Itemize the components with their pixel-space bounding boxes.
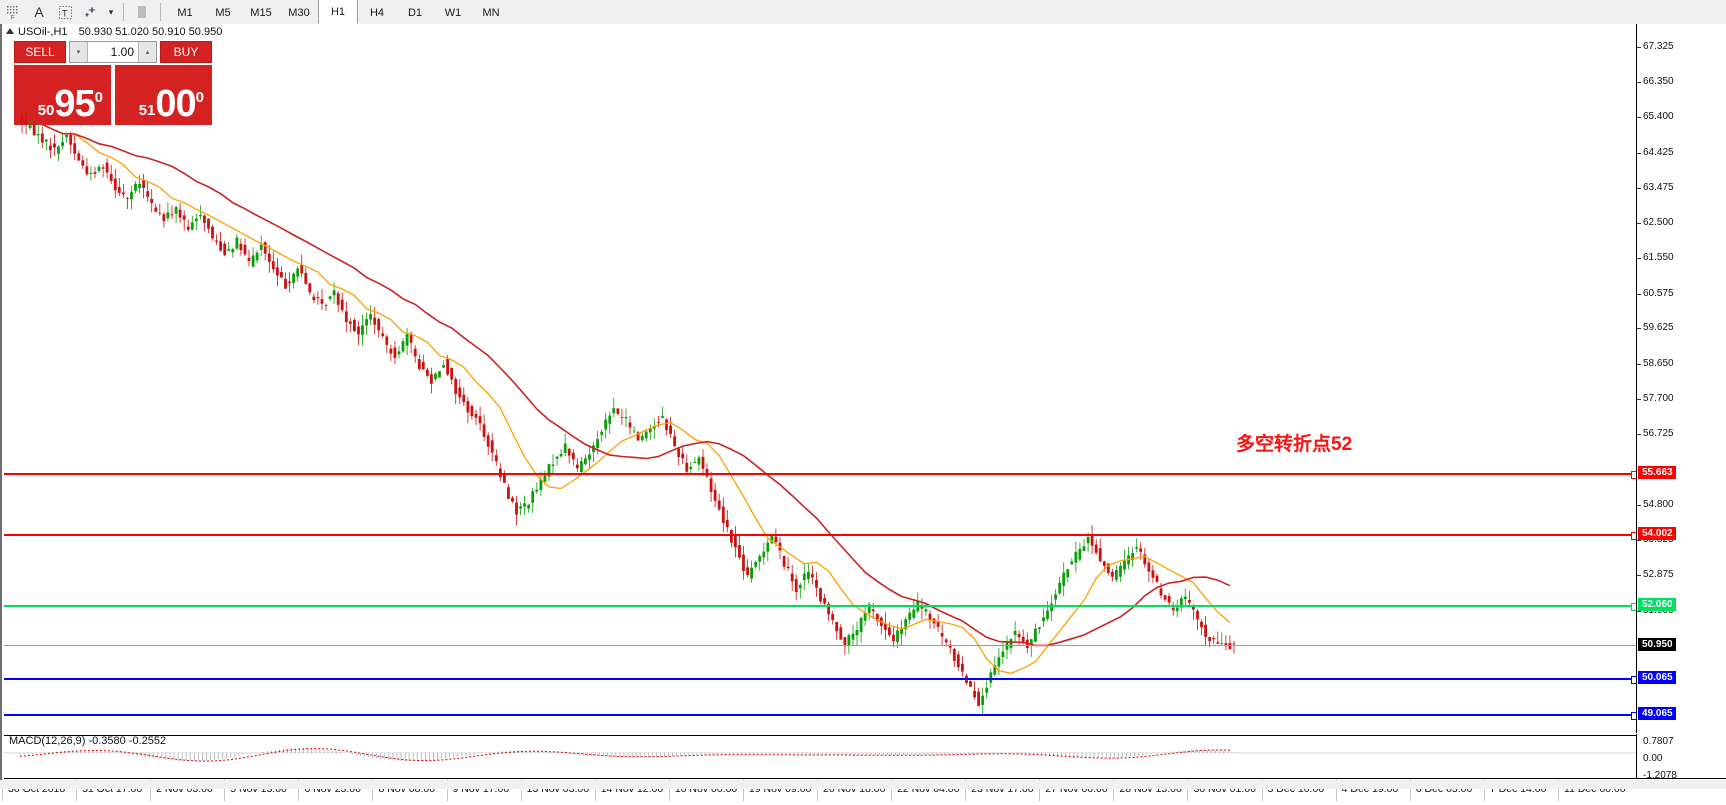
objects-icon[interactable] [78, 2, 104, 22]
timeframe-h4[interactable]: H4 [369, 7, 385, 19]
buy-button[interactable]: BUY [160, 41, 212, 63]
macd-tick: 0.00 [1643, 753, 1663, 764]
chart-annotation-text: 多空转折点52 [1236, 434, 1353, 455]
timeframe-m15[interactable]: M15 [250, 7, 272, 19]
macd-tick: 0.7807 [1643, 736, 1674, 747]
price-tick: 65.400 [1637, 111, 1674, 122]
svg-text:F: F [11, 15, 15, 20]
text-box-icon[interactable]: T [52, 2, 78, 22]
timeframe-m30[interactable]: M30 [288, 7, 310, 19]
timeframe-d1[interactable]: D1 [407, 7, 423, 19]
sell-price-box[interactable]: 50 95 0 [14, 65, 111, 125]
sell-price-fraction: 0 [94, 89, 103, 106]
sell-button[interactable]: SELL [14, 41, 66, 63]
price-tick: 66.350 [1637, 76, 1674, 87]
price-tick: 58.650 [1637, 358, 1674, 369]
buy-price-prefix: 51 [138, 102, 156, 119]
price-tick: 61.550 [1637, 252, 1674, 263]
timeframe-m1[interactable]: M1 [177, 7, 193, 19]
buy-price-box[interactable]: 51 00 0 [115, 65, 212, 125]
symbol-ohlc: 50.930 51.020 50.910 50.950 [78, 26, 223, 38]
price-axis[interactable]: 67.325 66.350 65.400 64.425 63.475 62.500 61.5… [1636, 24, 1726, 733]
current-price-tag: 50.950 [1638, 638, 1676, 652]
price-tick: 62.500 [1637, 217, 1674, 228]
price-tag-pivot-52060: 52.060 [1638, 597, 1676, 611]
collapse-triangle-icon[interactable] [6, 28, 14, 34]
macd-label: MACD(12,26,9) -0.3580 -0.2552 [9, 735, 167, 747]
current-price-line [4, 645, 1636, 647]
volume-field[interactable]: ▾ 1.00 ▴ [69, 41, 157, 63]
price-tick: 52.875 [1637, 569, 1674, 580]
timeframe-mn[interactable]: MN [482, 7, 500, 19]
sell-price-main: 95 [54, 83, 95, 125]
one-click-trade-panel[interactable]: SELL ▾ 1.00 ▴ BUY 50 95 0 [14, 41, 212, 126]
toolbar-divider-2 [160, 3, 161, 21]
macd-histogram [4, 748, 1636, 762]
buy-price-main: 00 [155, 83, 196, 125]
price-tag-support-50065: 50.065 [1638, 670, 1676, 684]
chart-container[interactable]: USOil-,H1 50.930 51.020 50.910 50.950 SE… [0, 24, 1726, 805]
text-label-icon[interactable]: A [34, 4, 44, 20]
macd-axis[interactable]: 0.7807 0.00 -1.2078 [1636, 734, 1726, 781]
level-line-resistance-55663[interactable] [4, 471, 1636, 480]
dropdown-arrow-icon[interactable]: ▾ [108, 6, 114, 17]
price-tick: 59.625 [1637, 322, 1674, 333]
level-line-resistance-54002[interactable] [4, 531, 1636, 540]
toolbar-divider [123, 3, 124, 21]
sell-price-prefix: 50 [37, 102, 55, 119]
buy-price-fraction: 0 [195, 89, 204, 106]
level-line-support-49065[interactable] [4, 712, 1636, 721]
trade-quotes-row: 50 95 0 51 00 0 [14, 65, 212, 125]
volume-increment-icon[interactable]: ▴ [138, 42, 156, 62]
trade-controls-row: SELL ▾ 1.00 ▴ BUY [14, 41, 212, 63]
price-plot-area[interactable]: 多空转折点52 [4, 24, 1636, 733]
price-tick: 57.700 [1637, 393, 1674, 404]
timeframe-group: M1 M5 M15 M30 H1 H4 D1 W1 MN [166, 0, 510, 24]
svg-text:T: T [62, 8, 68, 18]
price-tag-resistance-55663: 55.663 [1638, 466, 1676, 480]
macd-tick: -1.2078 [1643, 770, 1677, 781]
symbol-name: USOil-,H1 [18, 26, 68, 38]
level-line-support-50065[interactable] [4, 675, 1636, 684]
price-tick: 67.325 [1637, 41, 1674, 52]
price-tick: 56.725 [1637, 428, 1674, 439]
price-tag-support-49065: 49.065 [1638, 707, 1676, 721]
crosshair-f-icon[interactable]: F [0, 2, 26, 22]
timeframe-w1[interactable]: W1 [444, 7, 462, 19]
price-candles [20, 109, 1236, 716]
symbol-info-bar: USOil-,H1 50.930 51.020 50.910 50.950 [6, 26, 222, 38]
volume-decrement-icon[interactable]: ▾ [70, 42, 88, 62]
price-tick: 64.425 [1637, 147, 1674, 158]
timeframe-h1[interactable]: H1 [318, 0, 358, 24]
volume-value[interactable]: 1.00 [110, 45, 134, 59]
level-line-pivot-52060[interactable] [4, 602, 1636, 611]
periodicity-icon[interactable] [129, 2, 155, 22]
macd-panel[interactable]: MACD(12,26,9) -0.3580 -0.2552 [4, 735, 1636, 779]
status-bar [0, 780, 1726, 789]
price-tick: 60.575 [1637, 288, 1674, 299]
main-toolbar: F A T ▾ [0, 0, 1726, 25]
price-tag-resistance-54002: 54.002 [1638, 526, 1676, 540]
timeframe-m5[interactable]: M5 [215, 7, 231, 19]
price-tick: 63.475 [1637, 182, 1674, 193]
price-tick: 54.800 [1637, 499, 1674, 510]
